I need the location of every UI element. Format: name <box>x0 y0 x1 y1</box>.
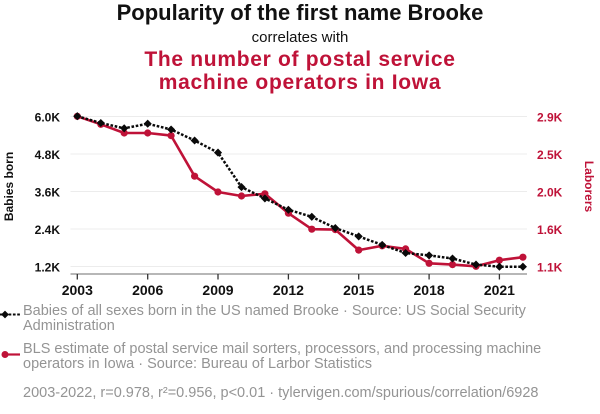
svg-text:2.5K: 2.5K <box>537 148 563 162</box>
svg-text:2021: 2021 <box>484 282 515 298</box>
svg-text:Babies born: Babies born <box>2 152 16 221</box>
svg-text:Laborers: Laborers <box>582 161 596 213</box>
svg-text:2012: 2012 <box>273 282 304 298</box>
svg-text:2006: 2006 <box>132 282 163 298</box>
svg-text:2018: 2018 <box>414 282 445 298</box>
svg-text:2003: 2003 <box>62 282 93 298</box>
svg-text:2015: 2015 <box>343 282 374 298</box>
svg-text:2009: 2009 <box>202 282 233 298</box>
svg-text:4.8K: 4.8K <box>35 148 61 162</box>
svg-text:6.0K: 6.0K <box>35 110 61 124</box>
svg-text:2.4K: 2.4K <box>35 223 61 237</box>
svg-text:3.6K: 3.6K <box>35 185 61 199</box>
svg-text:1.2K: 1.2K <box>35 260 61 274</box>
svg-text:1.1K: 1.1K <box>537 260 563 274</box>
svg-text:2.0K: 2.0K <box>537 185 563 199</box>
svg-text:1.6K: 1.6K <box>537 223 563 237</box>
svg-text:2.9K: 2.9K <box>537 110 563 124</box>
